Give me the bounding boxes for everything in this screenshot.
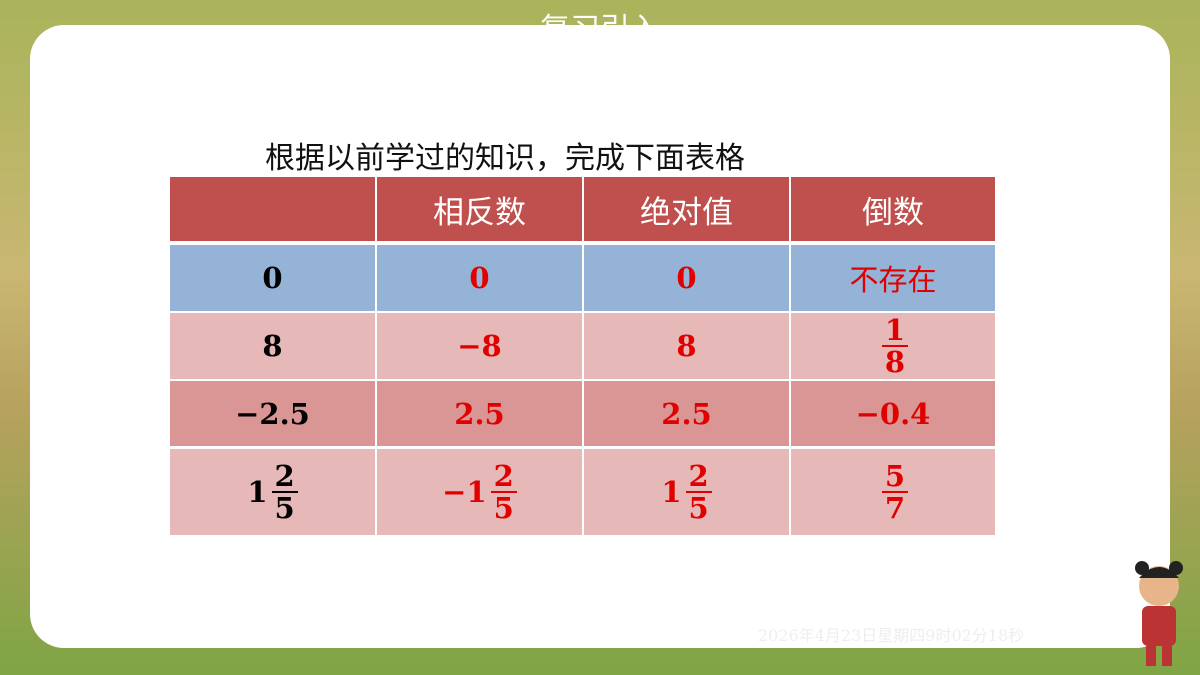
numerator: 2	[685, 460, 712, 493]
denominator: 8	[884, 345, 906, 379]
table-cell: −2.5	[170, 381, 375, 446]
denominator: 7	[884, 491, 906, 525]
table-cell: −8	[377, 313, 582, 379]
table-cell: −1 2 5	[377, 449, 582, 535]
header-cell	[170, 177, 375, 241]
header-cell: 绝对值	[584, 177, 789, 241]
character	[1135, 561, 1183, 666]
table-cell: 2.5	[584, 381, 789, 446]
denominator: 5	[493, 491, 514, 525]
table-cell: 不存在	[791, 245, 995, 311]
table-cell: 0	[170, 245, 375, 311]
timestamp: 2026年4月23日星期四9时02分18秒	[758, 626, 1025, 645]
instruction: 根据以前学过的知识，完成下面表格	[265, 141, 745, 176]
table-cell: 8	[584, 313, 789, 379]
denominator: 5	[274, 491, 295, 525]
table-cell: 0	[584, 245, 789, 311]
whole-part: 1	[247, 475, 268, 509]
header-cell: 倒数	[791, 177, 995, 241]
numerator: 1	[881, 314, 909, 347]
table-cell: 2.5	[377, 381, 582, 446]
numerator: 5	[881, 460, 909, 493]
header-cell: 相反数	[377, 177, 582, 241]
table-cell: 0	[377, 245, 582, 311]
whole-part: −1	[442, 475, 487, 509]
numerator: 2	[271, 460, 298, 493]
denominator: 5	[688, 491, 709, 525]
numerator: 2	[490, 460, 517, 493]
table-cell: −0.4	[791, 381, 995, 446]
table-cell: 8	[170, 313, 375, 379]
whole-part: 1	[661, 475, 682, 509]
